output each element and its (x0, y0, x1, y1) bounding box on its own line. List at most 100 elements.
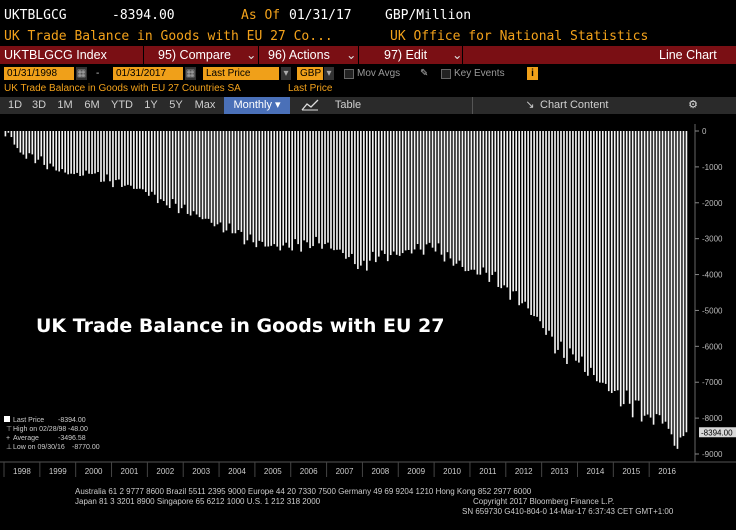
bar (348, 131, 350, 258)
bar (222, 131, 225, 233)
chart-type-icon[interactable] (298, 97, 322, 114)
bar (246, 131, 249, 241)
bar (446, 131, 449, 253)
chevron-down-icon[interactable]: ▾ (324, 67, 334, 80)
bar (452, 131, 455, 266)
tab-5y[interactable]: 5Y (169, 99, 183, 111)
bar (192, 131, 195, 212)
bar (673, 131, 676, 446)
chart-content-icon[interactable]: ↘ (525, 99, 535, 111)
ticker: UKTBLGCG (4, 8, 67, 23)
legend-swatch (4, 416, 10, 422)
bar (351, 131, 353, 254)
chart-content-button[interactable]: Chart Content (540, 99, 609, 111)
table-tab[interactable]: Table (334, 99, 362, 111)
bar (593, 131, 595, 376)
bar (300, 131, 302, 252)
bar (670, 131, 673, 435)
end-date-input[interactable]: 01/31/2017 (113, 67, 183, 80)
x-tick-label: 1999 (49, 467, 67, 476)
bar (551, 131, 553, 337)
chevron-down-icon[interactable]: ▾ (281, 67, 291, 80)
bar (363, 131, 365, 261)
tab-max[interactable]: Max (194, 99, 216, 111)
y-axis: 0 -1000 -2000 -3000 -4000 -5000 -6000 -7000 -800… (695, 127, 723, 459)
calendar-icon[interactable]: ▦ (185, 67, 196, 80)
compare-button[interactable]: 95) Compare (158, 48, 231, 62)
divider (462, 46, 463, 64)
bar (521, 131, 523, 304)
bar (252, 131, 255, 243)
tab-1m[interactable]: 1M (57, 99, 73, 111)
tab-1y[interactable]: 1Y (144, 99, 158, 111)
view-mode[interactable]: Line Chart (659, 48, 717, 62)
legend-high-label: High on 02/28/98 (13, 426, 66, 433)
bar (667, 131, 670, 429)
bar (640, 131, 643, 422)
bar (156, 131, 159, 204)
bar (682, 131, 685, 437)
bar (204, 131, 207, 219)
index-menu[interactable]: UKTBLGCG Index (4, 48, 107, 62)
bar (646, 131, 649, 415)
bar (13, 131, 16, 145)
y-tick-label: -9000 (702, 450, 723, 459)
bar (112, 131, 114, 188)
bar (536, 131, 538, 317)
tab-3d[interactable]: 3D (31, 99, 47, 111)
bar (554, 131, 556, 354)
bar (309, 131, 311, 249)
price-type-select[interactable]: Last Price (203, 67, 279, 80)
bar (649, 131, 652, 418)
bar (392, 131, 395, 252)
bar (162, 131, 165, 201)
tab-1d[interactable]: 1D (7, 99, 23, 111)
key-events-checkbox[interactable] (441, 69, 451, 79)
bar (527, 131, 529, 309)
divider (358, 46, 359, 64)
edit-button[interactable]: 97) Edit (384, 48, 428, 62)
bar (201, 131, 204, 220)
y-tick-label: -4000 (702, 271, 723, 280)
bar (73, 131, 75, 175)
bar (31, 131, 34, 155)
tab-ytd[interactable]: YTD (111, 99, 133, 111)
tab-6m[interactable]: 6M (84, 99, 100, 111)
bar (85, 131, 87, 171)
bar (377, 131, 380, 257)
chart-watermark: UK Trade Balance in Goods with EU 27 (36, 315, 445, 337)
bar (324, 131, 326, 245)
date-dash: - (96, 68, 100, 79)
bar (180, 131, 183, 209)
bar (103, 131, 105, 182)
bar (258, 131, 261, 241)
bar (67, 131, 69, 175)
bar (330, 131, 332, 249)
currency-select[interactable]: GBP (297, 67, 323, 80)
calendar-icon[interactable]: ▦ (76, 67, 87, 80)
bar (37, 131, 40, 160)
bar (631, 131, 634, 418)
frequency-select[interactable]: Monthly ▾ (224, 97, 290, 114)
actions-button[interactable]: 96) Actions (268, 48, 330, 62)
mov-avgs-checkbox[interactable] (344, 69, 354, 79)
bar (88, 131, 90, 174)
bar (43, 131, 46, 165)
bar (174, 131, 177, 204)
bar (124, 131, 126, 186)
bar (97, 131, 99, 173)
start-date-input[interactable]: 01/31/1998 (4, 67, 74, 80)
x-tick-label: 2003 (192, 467, 210, 476)
bar (581, 131, 583, 357)
legend-avg-value: -3496.58 (58, 435, 86, 442)
pencil-icon[interactable]: ✎ (420, 68, 429, 79)
bar (294, 131, 296, 240)
info-icon[interactable]: i (527, 67, 538, 80)
gear-icon[interactable]: ⚙ (688, 99, 698, 111)
x-axis: 1998 1999 2000 2001 2002 2003 2004 2005 2006 2007… (0, 461, 736, 477)
chevron-down-icon: ⌄ (246, 48, 257, 62)
bar (249, 131, 252, 235)
y-tick-label: -8000 (702, 414, 723, 423)
bar (100, 131, 102, 182)
bar (637, 131, 640, 401)
